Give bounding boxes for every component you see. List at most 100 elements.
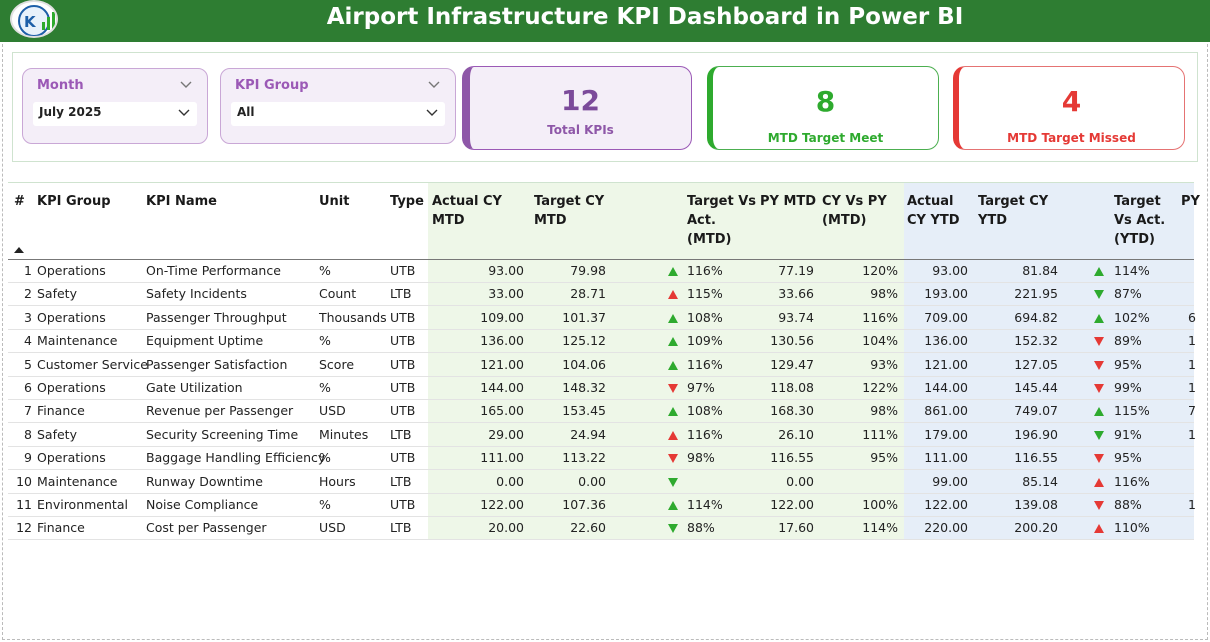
header-line: CY Vs PY <box>822 194 887 209</box>
cell-py-mtd: 26.10 <box>778 426 814 442</box>
cell-type: LTB <box>390 520 412 536</box>
cell-index: 3 <box>24 309 32 325</box>
cell-actual-cy-ytd: 99.00 <box>932 473 968 489</box>
cell-kpi-name: Cost per Passenger <box>146 520 267 536</box>
table-row[interactable]: 4 Maintenance Equipment Uptime% UTB 136.00 12… <box>8 330 1196 354</box>
header-line: Actual CY <box>432 194 502 209</box>
cell-target-cy-ytd: 152.32 <box>1014 333 1058 349</box>
header-line: (MTD) <box>687 232 732 247</box>
table-row[interactable]: 8 Safety Security Screening Time Minutes LTB… <box>8 424 1196 447</box>
table-row[interactable]: 9 Operations Baggage Handling Efficiency% U… <box>8 447 1194 471</box>
cell-py-mtd: 116.55 <box>770 450 814 466</box>
total-kpis-card[interactable]: 12 Total KPIs <box>462 66 692 150</box>
col-header-kpi-name[interactable]: KPI Name <box>146 194 217 209</box>
triangle-up-icon <box>668 267 678 276</box>
cell-unit: % <box>319 380 331 395</box>
col-header-actual-cy-ytd[interactable]: Actual CY YTD <box>907 192 960 230</box>
dashboard-frame <box>2 44 1208 640</box>
cell-py-mtd: 77.19 <box>778 263 814 278</box>
col-header-kpi-group[interactable]: KPI Group <box>37 194 111 209</box>
cell-kpi-name: Runway Downtime <box>146 473 263 489</box>
col-header-py-mtd[interactable]: PY MTD <box>760 194 817 209</box>
cell-type: UTB <box>390 263 416 278</box>
cell-type: UTB <box>390 356 416 372</box>
triangle-up-icon <box>668 430 678 440</box>
triangle-down-icon <box>1094 360 1104 370</box>
sort-ascending-icon[interactable] <box>14 247 24 253</box>
header-line: (YTD) <box>1114 232 1155 247</box>
cell-index: 1 <box>24 263 32 278</box>
cell-target-vs-act-ytd: 88% <box>1114 497 1142 512</box>
cell-kpi-name: On-Time Performance <box>146 263 281 278</box>
cell-actual-cy-mtd: 165.00 <box>480 403 524 419</box>
header-bar <box>0 0 1210 42</box>
col-header-index[interactable]: # <box>14 194 25 209</box>
cell-target-cy-ytd: 694.82 <box>1014 309 1058 325</box>
table-row[interactable]: 12 Finance Cost per Passenger USD LTB 20.00 22… <box>8 517 1194 541</box>
mtd-target-meet-card[interactable]: 8 MTD Target Meet <box>707 66 939 150</box>
table-row[interactable]: 10 Maintenance Runway Downtime Hours LTB 0.00… <box>8 471 1194 494</box>
cell-target-vs-act-ytd: 91% <box>1114 426 1142 442</box>
cell-unit: Hours <box>319 473 356 489</box>
header-line: CY YTD <box>907 213 960 228</box>
col-header-target-cy-mtd[interactable]: Target CY MTD <box>534 192 604 230</box>
mtd-target-missed-card[interactable]: 4 MTD Target Missed <box>953 66 1185 150</box>
col-header-type[interactable]: Type <box>390 194 424 209</box>
kpi-group-slicer[interactable]: KPI Group All <box>220 68 456 144</box>
cell-index: 7 <box>24 403 32 419</box>
page-title: Airport Infrastructure KPI Dashboard in … <box>326 4 964 30</box>
cell-target-vs-act-mtd: 109% <box>687 333 723 349</box>
cell-actual-cy-ytd: 121.00 <box>924 356 968 372</box>
chevron-down-icon[interactable] <box>425 107 439 119</box>
table-row[interactable]: 5 Customer Service Passenger Satisfaction S… <box>8 354 1196 377</box>
chevron-down-icon[interactable] <box>177 107 191 119</box>
kpi-group-dropdown-value: All <box>237 105 255 119</box>
triangle-down-icon <box>1094 290 1104 300</box>
col-header-py-ytd[interactable]: PY <box>1181 194 1200 209</box>
cell-index: 10 <box>16 473 32 489</box>
cell-target-vs-act-mtd: 97% <box>687 380 715 395</box>
cell-actual-cy-mtd: 109.00 <box>480 309 524 325</box>
chevron-down-icon[interactable] <box>179 79 193 91</box>
cell-kpi-group: Operations <box>37 450 106 466</box>
triangle-down-icon <box>668 454 678 464</box>
cell-target-cy-mtd: 113.22 <box>562 450 606 466</box>
col-header-target-cy-ytd[interactable]: Target CY YTD <box>978 192 1048 230</box>
mtd-target-meet-label: MTD Target Meet <box>767 131 884 145</box>
cell-actual-cy-mtd: 29.00 <box>488 426 524 442</box>
col-header-unit[interactable]: Unit <box>319 194 350 209</box>
month-slicer[interactable]: Month July 2025 <box>22 68 208 144</box>
cell-actual-cy-mtd: 136.00 <box>480 333 524 349</box>
cell-type: UTB <box>390 380 416 395</box>
table-row[interactable]: 6 Operations Gate Utilization% UTB 144.00 148… <box>8 377 1196 400</box>
cell-cy-vs-py-mtd: 116% <box>862 309 898 325</box>
cell-actual-cy-mtd: 0.00 <box>496 473 524 489</box>
cell-py-ytd: 1 <box>1188 380 1196 395</box>
cell-type: UTB <box>390 403 416 419</box>
triangle-up-icon <box>668 360 678 370</box>
month-dropdown[interactable]: July 2025 <box>33 102 197 126</box>
cell-py-mtd: 122.00 <box>770 497 814 512</box>
kpi-group-dropdown[interactable]: All <box>231 102 445 126</box>
col-header-target-vs-act-mtd[interactable]: Target Vs Act. (MTD) <box>687 192 756 249</box>
cell-actual-cy-mtd: 111.00 <box>480 450 524 466</box>
cell-kpi-group: Operations <box>37 309 106 325</box>
col-header-cy-vs-py-mtd[interactable]: CY Vs PY (MTD) <box>822 192 887 230</box>
cell-kpi-name: Passenger Throughput <box>146 309 287 325</box>
triangle-up-icon <box>668 290 678 300</box>
cell-actual-cy-ytd: 136.00 <box>924 333 968 349</box>
col-header-target-vs-act-ytd[interactable]: Target Vs Act. (YTD) <box>1114 192 1165 249</box>
col-header-actual-cy-mtd[interactable]: Actual CY MTD <box>432 192 502 230</box>
table-row[interactable]: 2 Safety Safety Incidents Count LTB 33.00 28.7… <box>8 283 1194 307</box>
cell-kpi-group: Finance <box>37 403 85 419</box>
cell-kpi-group: Safety <box>37 426 77 442</box>
table-row[interactable]: 1 Operations On-Time Performance% UTB 93.00 7… <box>8 260 1194 283</box>
chevron-down-icon[interactable] <box>427 79 441 91</box>
table-row[interactable]: 3 Operations Passenger Throughput Thousands… <box>8 307 1196 330</box>
table-row[interactable]: 11 Environmental Noise Compliance% UTB 122.0… <box>8 494 1196 517</box>
header-line: Target CY <box>534 194 605 209</box>
cell-unit: % <box>319 450 331 466</box>
kpi-table <box>8 182 1194 542</box>
svg-text:K: K <box>24 13 37 31</box>
table-row[interactable]: 7 Finance Revenue per Passenger USD UTB 165.0… <box>8 400 1196 424</box>
